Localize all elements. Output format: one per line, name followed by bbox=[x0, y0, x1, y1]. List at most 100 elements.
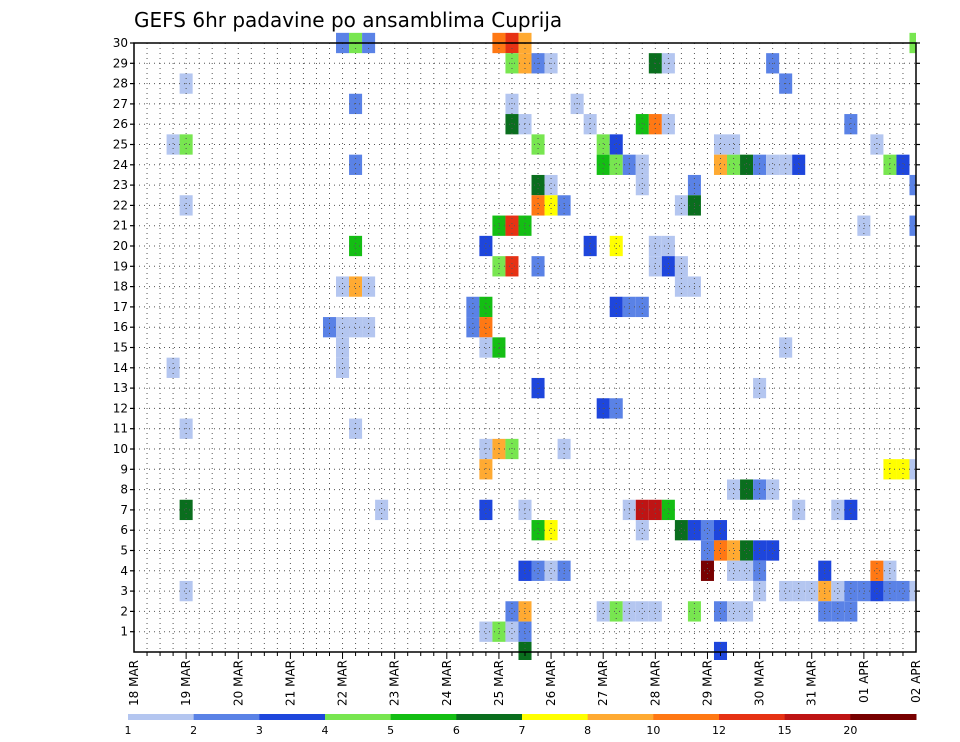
heatmap-cell bbox=[349, 235, 363, 257]
legend-label: 10 bbox=[646, 724, 660, 737]
y-tick-label: 3 bbox=[120, 584, 128, 598]
heatmap-cell bbox=[492, 621, 506, 642]
heatmap-cell bbox=[479, 499, 493, 521]
heatmap-cell bbox=[674, 520, 688, 541]
heatmap-cell bbox=[713, 520, 728, 541]
y-tick-label: 30 bbox=[113, 36, 128, 50]
heatmap-cell bbox=[596, 601, 610, 622]
heatmap-cell bbox=[596, 134, 610, 155]
legend-label: 7 bbox=[519, 724, 526, 737]
heatmap-cell bbox=[805, 580, 819, 602]
heatmap-cell bbox=[909, 215, 916, 236]
heatmap-cell bbox=[635, 499, 649, 521]
y-tick-label: 7 bbox=[120, 503, 128, 517]
heatmap-cell bbox=[648, 499, 662, 521]
legend-swatch bbox=[128, 714, 195, 720]
legend-swatch bbox=[850, 714, 917, 720]
x-tick-label: 28 MAR bbox=[648, 660, 662, 706]
heatmap-cell bbox=[661, 235, 675, 257]
heatmap-cell bbox=[727, 601, 741, 622]
heatmap-cell bbox=[844, 499, 858, 521]
heatmap-cell bbox=[727, 560, 741, 581]
legend-swatch bbox=[653, 714, 720, 720]
heatmap-cell bbox=[896, 154, 910, 175]
heatmap-cell bbox=[505, 256, 519, 277]
legend-swatch bbox=[587, 714, 654, 720]
heatmap-cell bbox=[896, 580, 910, 602]
legend-swatch bbox=[719, 714, 786, 720]
heatmap-cell bbox=[831, 499, 845, 521]
heatmap-cell bbox=[792, 154, 806, 175]
x-tick-label: 29 MAR bbox=[700, 660, 714, 706]
heatmap-cell bbox=[531, 174, 545, 196]
heatmap-cell bbox=[492, 215, 506, 236]
legend-swatch bbox=[522, 714, 589, 720]
legend-label: 8 bbox=[584, 724, 591, 737]
heatmap-cell bbox=[779, 580, 793, 602]
y-tick-label: 6 bbox=[120, 523, 128, 537]
heatmap-cell bbox=[831, 601, 845, 622]
heatmap-cell bbox=[766, 154, 780, 175]
heatmap-cell bbox=[349, 317, 363, 338]
heatmap-cell bbox=[909, 580, 916, 602]
heatmap-cell bbox=[531, 256, 545, 277]
heatmap-cell bbox=[713, 641, 728, 660]
heatmap-cell bbox=[740, 540, 754, 561]
heatmap-cell bbox=[505, 215, 519, 236]
legend-label: 12 bbox=[712, 724, 726, 737]
y-tick-label: 5 bbox=[120, 544, 128, 558]
heatmap-cell bbox=[766, 479, 780, 500]
heatmap-cell bbox=[713, 601, 728, 622]
heatmap-cell bbox=[479, 235, 493, 257]
heatmap-cell bbox=[479, 317, 493, 338]
heatmap-cell bbox=[779, 337, 793, 358]
heatmap-cell bbox=[648, 256, 662, 277]
heatmap-cell bbox=[544, 560, 558, 581]
heatmap-cell bbox=[609, 134, 623, 155]
heatmap-cell bbox=[466, 296, 480, 318]
chart-title: GEFS 6hr padavine po ansamblima Cuprija bbox=[134, 8, 562, 32]
heatmap-cell bbox=[740, 560, 754, 581]
y-tick-label: 1 bbox=[120, 625, 128, 639]
heatmap-cell bbox=[792, 580, 806, 602]
x-tick-label: 02 APR bbox=[909, 660, 923, 703]
x-tick-label: 26 MAR bbox=[544, 660, 558, 706]
heatmap-cell bbox=[635, 114, 649, 135]
heatmap-cell bbox=[166, 134, 180, 155]
legend-swatch bbox=[390, 714, 457, 720]
y-axis: 1234567891011121314151617181920212223242… bbox=[113, 36, 920, 639]
heatmap-cell bbox=[505, 621, 519, 642]
heatmap-cell bbox=[909, 459, 916, 480]
legend-label: 2 bbox=[190, 724, 197, 737]
legend-label: 1 bbox=[125, 724, 132, 737]
y-tick-label: 29 bbox=[113, 56, 128, 70]
y-tick-label: 17 bbox=[113, 300, 128, 314]
x-tick-label: 18 MAR bbox=[127, 660, 141, 706]
heatmap-cell bbox=[609, 154, 623, 175]
heatmap-cell bbox=[583, 235, 597, 257]
heatmap-cell bbox=[179, 134, 193, 155]
legend-label: 5 bbox=[387, 724, 394, 737]
x-tick-label: 01 APR bbox=[857, 660, 871, 703]
heatmap-cell bbox=[727, 479, 741, 500]
x-tick-label: 20 MAR bbox=[231, 660, 245, 706]
color-legend: 1 2 3 4 5 6 7 8 10 12 15 20 bbox=[125, 714, 917, 737]
y-tick-label: 19 bbox=[113, 259, 128, 273]
legend-label: 20 bbox=[843, 724, 857, 737]
heatmap-cell bbox=[362, 317, 376, 338]
heatmap-cell bbox=[531, 195, 545, 216]
y-tick-label: 25 bbox=[113, 138, 128, 152]
heatmap-cell bbox=[766, 540, 780, 561]
legend-label: 4 bbox=[322, 724, 329, 737]
y-tick-label: 4 bbox=[120, 564, 128, 578]
heatmap-cell bbox=[466, 317, 480, 338]
heatmap-cell bbox=[661, 256, 675, 277]
legend-swatch bbox=[193, 714, 260, 720]
heatmap-cell bbox=[166, 357, 180, 378]
heatmap-cell bbox=[336, 337, 350, 358]
heatmap-cell bbox=[179, 195, 193, 216]
heatmap-cell bbox=[648, 601, 662, 622]
heatmap-cell bbox=[674, 195, 688, 216]
heatmap-cell bbox=[609, 296, 623, 318]
heatmap-cell bbox=[700, 520, 714, 541]
